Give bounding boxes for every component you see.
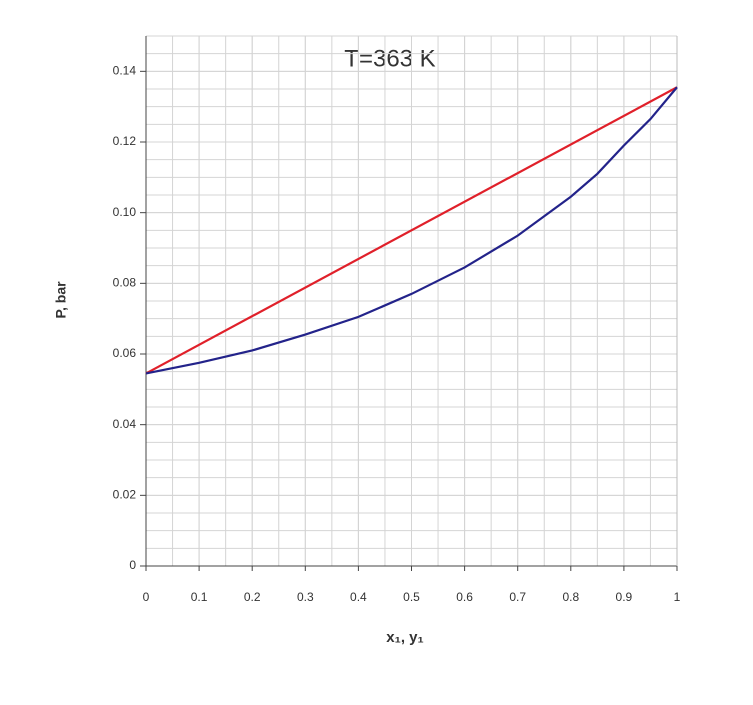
chart-title: T=363 K: [344, 45, 435, 72]
data-line: [145, 86, 678, 375]
data-line: [145, 86, 678, 375]
x-tick-label: 0.4: [350, 590, 367, 604]
y-tick-label: 0: [129, 558, 136, 572]
x-tick-label: 0.6: [456, 590, 473, 604]
y-tick-label: 0.04: [113, 417, 137, 431]
x-tick-label: 0.5: [403, 590, 420, 604]
y-tick-label: 0.06: [113, 346, 137, 360]
x-axis-label: x₁, y₁: [386, 629, 423, 646]
y-tick-label: 0.02: [113, 488, 137, 502]
x-tick-label: 0.7: [509, 590, 526, 604]
x-tick-label: 0.1: [191, 590, 208, 604]
x-tick-label: 0.9: [616, 590, 633, 604]
y-tick-label: 0.12: [113, 134, 137, 148]
y-axis-label: P, bar: [53, 281, 69, 319]
x-tick-label: 1: [674, 590, 681, 604]
y-tick-label: 0.14: [113, 64, 137, 78]
x-tick-label: 0.2: [244, 590, 261, 604]
y-tick-label: 0.08: [113, 276, 137, 290]
y-tick-label: 0.10: [113, 205, 137, 219]
x-tick-label: 0.3: [297, 590, 314, 604]
x-tick-label: 0: [143, 590, 150, 604]
x-tick-label: 0.8: [562, 590, 579, 604]
